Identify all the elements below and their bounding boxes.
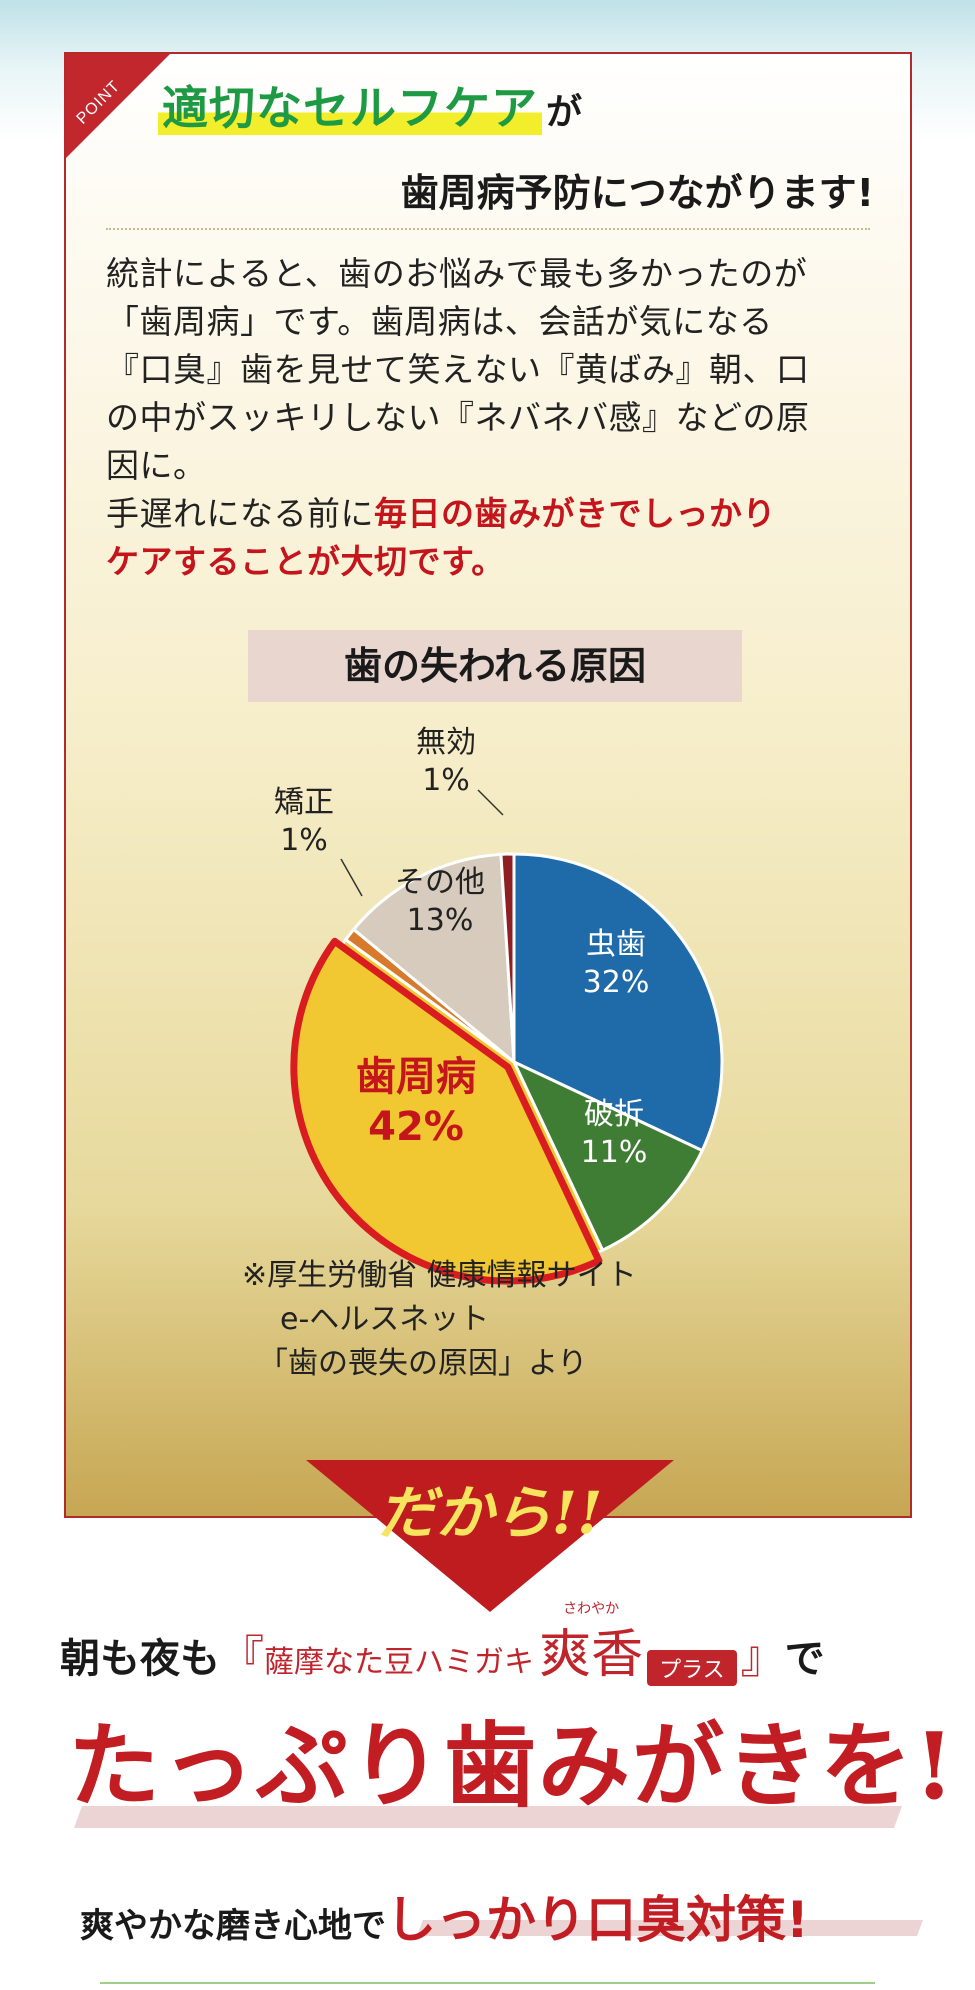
body-text: 統計によると、歯のお悩みで最も多かったのが 「歯周病」です。歯周病は、会話が気に…: [106, 250, 876, 586]
dotted-divider: [106, 228, 870, 230]
slice-label: 矯正: [274, 785, 334, 820]
pie-slice-その他: [351, 852, 516, 1066]
slice-label: 歯周病: [356, 1054, 476, 1100]
ruby-text: さわやか: [563, 1601, 620, 1617]
slice-value-label: 1%: [422, 763, 470, 798]
sub-strong-text: しっかり口臭対策!: [386, 1891, 809, 1949]
source-note: ※厚生労働省 健康情報サイト e-ヘルスネット 「歯の喪失の原因」より: [242, 1254, 637, 1386]
body-line: 「歯周病」です。歯周病は、会話が気になる: [106, 302, 773, 341]
slice-label: 破折: [584, 1097, 644, 1132]
brand-name: 薩摩なた豆ハミガキ: [264, 1645, 534, 1680]
slice-value-label: 1%: [280, 823, 328, 858]
source-line: e-ヘルスネット: [280, 1302, 490, 1337]
body-emphasis: 毎日の歯みがきでしっかり: [374, 494, 776, 533]
pie-slice-無効: [499, 852, 516, 1063]
chart-title: 歯の失われる原因: [248, 630, 742, 702]
soukou-text: 爽香: [539, 1625, 644, 1685]
down-arrow-icon: [306, 1460, 674, 1612]
asa-yoru-text: 朝も夜も: [60, 1635, 220, 1682]
slice-label: 無効: [416, 725, 476, 760]
heading-suffix: が: [546, 92, 583, 133]
bottom-divider: [100, 1982, 875, 1984]
info-panel: POINT 適切なセルフケアが 歯周病予防につながります! 統計によると、歯のお…: [64, 52, 912, 1518]
heading-line1: 適切なセルフケアが: [158, 72, 582, 138]
bracket-close: 』: [740, 1632, 785, 1683]
slice-label: その他: [395, 865, 485, 900]
leader-line: [477, 789, 504, 816]
dakara-text: だから!!: [377, 1479, 603, 1547]
slice-value-label: 11%: [581, 1135, 648, 1170]
heading-line2: 歯周病予防につながります!: [400, 171, 874, 215]
pie-slice-highlight: [290, 937, 603, 1285]
plus-badge: プラス: [647, 1649, 737, 1686]
sub-soft-text: 爽やかな磨き心地で: [80, 1906, 386, 1946]
body-line: 統計によると、歯のお悩みで最も多かったのが: [106, 254, 808, 293]
product-line: 朝も夜も『薩摩なた豆ハミガキ さわやか爽香 プラス 』で: [60, 1601, 825, 1687]
slice-value-label: 42%: [368, 1104, 464, 1150]
source-line: 「歯の喪失の原因」より: [258, 1346, 588, 1381]
point-corner-badge: [66, 54, 170, 158]
body-plain: 手遅れになる前に: [106, 494, 374, 533]
slice-label: 虫歯: [586, 927, 646, 962]
leader-line: [340, 858, 363, 897]
heading-highlight: 適切なセルフケア: [158, 81, 542, 135]
de-text: で: [784, 1635, 825, 1682]
body-line: 『口臭』歯を見せて笑えない『黄ばみ』朝、口: [106, 350, 810, 389]
body-line: 因に。: [106, 446, 207, 485]
sub-catchphrase: 爽やかな磨き心地でしっかり口臭対策!: [80, 1880, 809, 1952]
product-name: さわやか 爽香: [539, 1601, 644, 1687]
main-catchphrase: たっぷり歯みがきを!: [68, 1712, 957, 1820]
bracket-open: 『: [220, 1632, 264, 1683]
pie-slice-虫歯: [512, 852, 724, 1153]
slice-value-label: 13%: [407, 903, 474, 938]
body-emphasis: ケアすることが大切です。: [106, 542, 505, 581]
pie-slice-破折: [510, 1058, 705, 1253]
slice-value-label: 32%: [583, 965, 650, 1000]
body-line: の中がスッキリしない『ネバネバ感』などの原: [106, 398, 810, 437]
body-line: 手遅れになる前に毎日の歯みがきでしっかり: [106, 490, 876, 538]
source-line: ※厚生労働省 健康情報サイト: [242, 1258, 637, 1293]
